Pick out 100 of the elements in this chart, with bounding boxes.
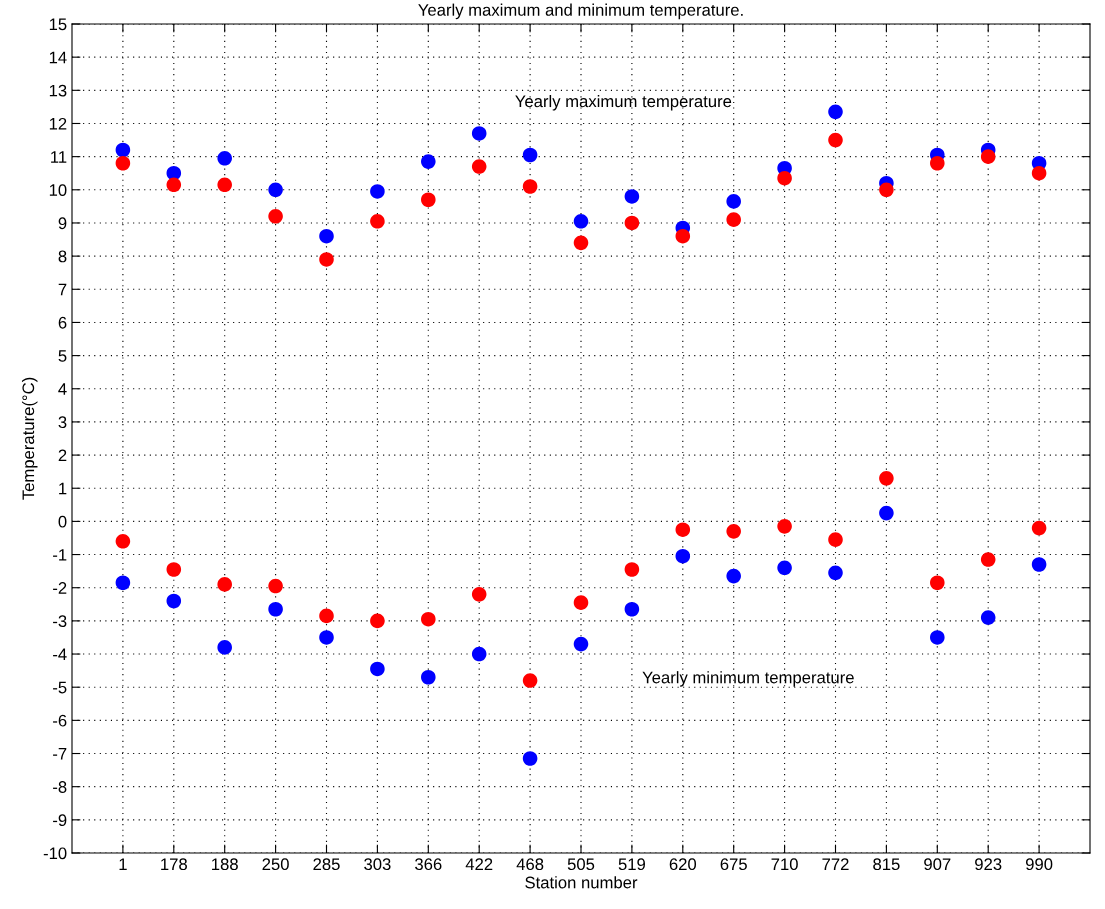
annotation: Yearly maximum temperature: [515, 94, 732, 111]
point: [115, 575, 131, 591]
point: [522, 673, 538, 688]
point: [115, 155, 131, 171]
point: [675, 548, 691, 564]
point: [573, 235, 589, 251]
y-tick-label: 3: [58, 416, 67, 429]
point: [217, 577, 232, 592]
point: [726, 568, 741, 584]
point: [268, 578, 283, 594]
point: [319, 630, 334, 645]
x-tick-label: 250: [262, 858, 289, 871]
point: [319, 608, 334, 624]
x-axis-title: Station number: [525, 876, 638, 889]
x-tick-label: 923: [975, 858, 1002, 871]
point: [166, 562, 182, 577]
y-tick-label: 2: [58, 449, 67, 462]
point: [217, 177, 232, 193]
point: [675, 522, 691, 537]
point: [828, 132, 843, 148]
point: [980, 552, 996, 567]
point: [421, 669, 436, 685]
y-tick-label: 10: [49, 184, 67, 196]
y-tick-label: 13: [49, 84, 67, 97]
point: [471, 587, 487, 602]
x-tick-label: 505: [567, 858, 595, 871]
point: [166, 177, 182, 193]
x-tick-label: 990: [1025, 858, 1053, 871]
point: [930, 155, 945, 171]
x-tick-label: 675: [720, 858, 747, 871]
y-tick-label: -5: [53, 681, 67, 694]
x-tick-label: 907: [924, 858, 951, 871]
point: [726, 194, 741, 209]
point: [930, 575, 945, 591]
y-tick-label: -9: [53, 814, 67, 827]
point: [777, 560, 792, 576]
point: [421, 611, 436, 627]
point: [370, 661, 385, 677]
point: [166, 593, 182, 609]
point: [522, 147, 538, 163]
x-tick-label: 620: [669, 858, 697, 871]
point: [1031, 557, 1047, 572]
annotation: Yearly minimum temperature: [642, 671, 854, 687]
y-tick-label: 0: [58, 515, 67, 528]
point: [726, 212, 741, 227]
y-tick-label: 8: [58, 250, 67, 263]
y-tick-label: -2: [53, 582, 67, 594]
y-tick-label: 14: [49, 51, 67, 64]
point: [115, 534, 131, 549]
y-axis-title: Temperature(°C): [21, 377, 38, 500]
point: [471, 159, 487, 174]
point: [879, 182, 894, 198]
point: [370, 214, 385, 229]
point: [980, 149, 996, 164]
point: [115, 142, 131, 158]
y-tick-label: 12: [49, 117, 67, 130]
x-tick-label: 710: [771, 858, 798, 871]
point: [624, 601, 640, 617]
point: [726, 524, 741, 539]
point: [675, 228, 691, 244]
y-tick-label: 9: [58, 217, 67, 230]
point: [573, 636, 589, 652]
x-tick-label: 772: [822, 858, 849, 870]
point: [624, 189, 640, 204]
point: [217, 640, 232, 655]
point: [268, 601, 283, 617]
point: [421, 192, 436, 208]
x-tick-label: 1: [119, 858, 127, 870]
y-tick-label: 15: [49, 18, 67, 31]
point: [268, 209, 283, 224]
point: [471, 646, 487, 662]
x-tick-label: 303: [364, 858, 391, 871]
point: [828, 565, 843, 581]
point: [828, 532, 843, 547]
point: [319, 252, 334, 267]
point: [777, 170, 792, 186]
point: [370, 613, 385, 629]
point: [370, 184, 385, 199]
x-tick-label: 188: [212, 858, 238, 871]
chart-title: Yearly maximum and minimum temperature.: [418, 3, 743, 20]
point: [471, 126, 487, 141]
x-tick-label: 519: [618, 858, 646, 871]
y-tick-label: 5: [58, 350, 67, 362]
point: [573, 214, 589, 229]
y-tick-label: -7: [53, 748, 67, 760]
y-tick-label: -10: [43, 847, 67, 860]
y-tick-label: 4: [58, 383, 67, 395]
y-tick-label: 1: [59, 482, 67, 495]
y-tick-label: -4: [53, 648, 67, 661]
y-tick-label: -8: [53, 781, 67, 793]
x-tick-label: 815: [873, 858, 900, 871]
y-tick-label: -3: [53, 615, 67, 628]
point: [421, 154, 436, 169]
x-tick-label: 285: [313, 858, 340, 871]
y-tick-label: -1: [53, 549, 67, 561]
y-tick-label: 7: [58, 283, 67, 296]
point: [624, 215, 640, 231]
point: [522, 179, 538, 194]
point: [980, 610, 996, 625]
point: [777, 519, 792, 534]
